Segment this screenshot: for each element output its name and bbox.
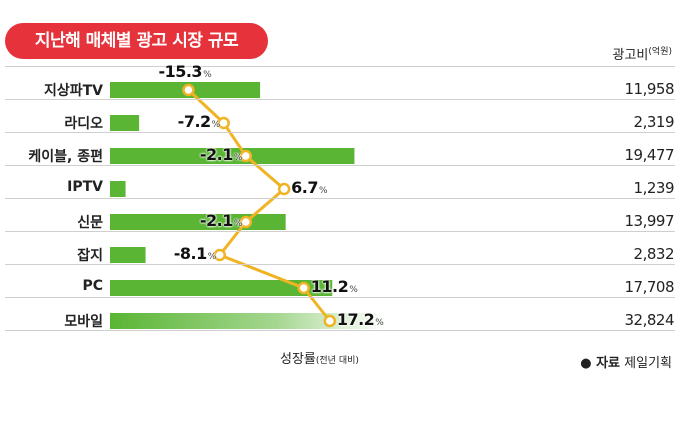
growth-point (239, 149, 253, 163)
spend-bar (110, 247, 146, 263)
growth-value-label: 6.7% (291, 178, 328, 197)
spend-bar (110, 115, 140, 131)
category-label: IPTV (67, 179, 103, 195)
growth-value-label: 17.2% (336, 310, 384, 329)
category-label: 신문 (77, 215, 103, 231)
growth-point (217, 116, 230, 130)
growth-point (323, 314, 337, 328)
chart-title: 지난해 매체별 광고 시장 규모 (5, 23, 268, 59)
growth-line (187, 88, 331, 322)
row-divider (5, 132, 675, 133)
spend-bar (110, 214, 286, 230)
spend-bar (110, 181, 126, 197)
growth-point (239, 215, 253, 229)
row-divider (5, 99, 675, 100)
unit-label: 광고비(억원) (612, 47, 672, 63)
spend-value-label: 11,958 (624, 80, 675, 98)
growth-value-label: -15.3% (158, 62, 212, 81)
row-divider (5, 66, 675, 67)
growth-axis-label: 성장률(전년 대비) (280, 352, 359, 367)
spend-value-label: 32,824 (624, 311, 675, 329)
spend-value-label: 13,997 (624, 212, 675, 230)
spend-value-label: 17,708 (624, 278, 675, 296)
growth-value-label: -2.1% (199, 145, 243, 164)
growth-point (277, 182, 291, 196)
row-divider (5, 330, 675, 331)
growth-point (213, 248, 227, 262)
spend-bar (110, 148, 355, 164)
row-divider (5, 264, 675, 265)
spend-bar (110, 313, 385, 329)
growth-value-label: -8.1% (173, 244, 217, 263)
spend-bar (110, 280, 333, 296)
growth-value-label: -7.2% (177, 112, 221, 131)
category-label: 잡지 (77, 248, 103, 264)
growth-point (182, 83, 195, 97)
growth-value-label: 11.2% (310, 277, 358, 296)
category-label: 라디오 (64, 116, 103, 132)
row-divider (5, 231, 675, 232)
spend-value-label: 2,832 (633, 245, 675, 263)
spend-value-label: 1,239 (633, 179, 675, 197)
growth-value-label: -2.1% (199, 211, 243, 230)
source-note: ● 자료 제일기획 (580, 356, 672, 371)
growth-point (297, 281, 310, 295)
category-label: 모바일 (64, 314, 103, 330)
category-label: PC (82, 278, 103, 294)
row-divider (5, 297, 675, 298)
row-divider (5, 165, 675, 166)
category-label: 케이블, 종편 (28, 149, 103, 165)
row-divider (5, 198, 675, 199)
spend-value-label: 2,319 (633, 113, 675, 131)
spend-value-label: 19,477 (624, 146, 675, 164)
category-label: 지상파TV (43, 83, 103, 99)
